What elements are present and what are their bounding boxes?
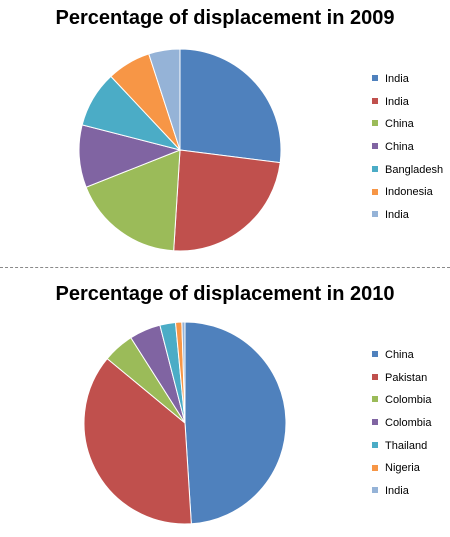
legend-item: India xyxy=(372,95,450,118)
legend-item: Colombia xyxy=(372,416,450,439)
divider xyxy=(0,267,450,268)
legend-swatch xyxy=(372,211,378,218)
legend-label: Pakistan xyxy=(385,371,428,384)
legend-item: Nigeria xyxy=(372,461,450,484)
legend-swatch xyxy=(372,75,378,82)
legend-swatch xyxy=(372,373,378,380)
legend-label: India xyxy=(385,485,409,498)
legend-item: India xyxy=(372,208,450,231)
legend-label: Bangladesh xyxy=(385,163,444,176)
legend-label: Colombia xyxy=(385,417,432,430)
pie-slice xyxy=(179,48,282,164)
legend-swatch xyxy=(372,120,378,127)
legend: India India China China Bangladesh Indonesia I… xyxy=(372,72,450,231)
legend-swatch xyxy=(372,441,378,448)
pie-slice xyxy=(85,149,181,252)
chart-2010: Percentage of displacement in 2010 China… xyxy=(0,269,450,537)
pie-slice xyxy=(148,48,181,151)
legend-label: India xyxy=(385,95,409,108)
pie-slice xyxy=(181,321,186,424)
legend-label: Indonesia xyxy=(385,186,433,199)
legend-label: Thailand xyxy=(385,439,428,452)
legend: China Pakistan Colombia Colombia Thailand Nig… xyxy=(372,348,450,507)
legend-label: Nigeria xyxy=(385,462,420,475)
pie-chart xyxy=(83,321,287,525)
legend-label: Colombia xyxy=(385,394,432,407)
legend-item: Bangladesh xyxy=(372,163,450,186)
legend-swatch xyxy=(372,487,378,494)
legend-label: China xyxy=(385,118,414,131)
legend-label: India xyxy=(385,73,409,85)
legend-item: China xyxy=(372,117,450,140)
legend-item: India xyxy=(372,484,450,507)
legend-swatch xyxy=(372,419,378,426)
legend-swatch xyxy=(372,396,378,403)
pie-slice xyxy=(83,357,192,525)
legend-label: China xyxy=(385,141,414,154)
chart-title: Percentage of displacement in 2010 xyxy=(55,283,395,305)
legend-swatch xyxy=(372,143,378,150)
legend-item: Colombia xyxy=(372,393,450,416)
legend-item: India xyxy=(372,72,450,95)
pie-slice xyxy=(173,149,281,252)
chart-title: Percentage of displacement in 2009 xyxy=(55,7,395,29)
legend-swatch xyxy=(372,165,378,172)
legend-item: China xyxy=(372,348,450,371)
legend-item: China xyxy=(372,140,450,163)
legend-item: Thailand xyxy=(372,439,450,462)
pie-slice xyxy=(184,321,287,525)
legend-label: China xyxy=(385,349,414,361)
legend-swatch xyxy=(372,188,378,195)
legend-swatch xyxy=(372,351,378,358)
legend-label: India xyxy=(385,209,409,222)
legend-item: Pakistan xyxy=(372,371,450,394)
legend-swatch xyxy=(372,97,378,104)
legend-item: Indonesia xyxy=(372,185,450,208)
pie-chart xyxy=(78,48,282,252)
legend-swatch xyxy=(372,464,378,471)
chart-2009: Percentage of displacement in 2009 India… xyxy=(0,0,450,268)
